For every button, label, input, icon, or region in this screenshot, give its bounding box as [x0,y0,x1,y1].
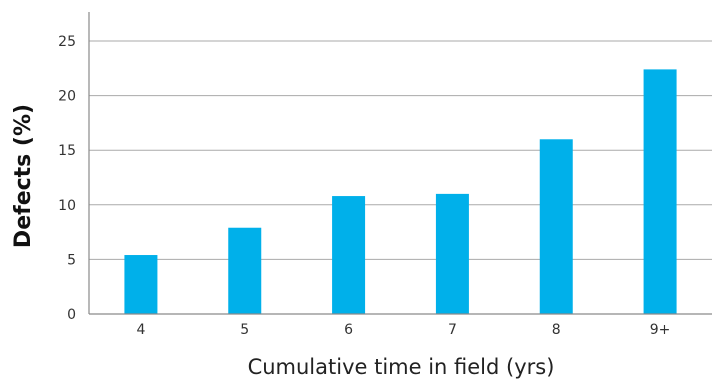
x-axis-title: Cumulative time in field (yrs) [248,355,555,379]
axes [88,12,712,315]
x-tick-label: 7 [448,322,457,338]
gridlines [89,40,712,260]
y-tick-label: 0 [67,307,76,323]
y-tick-label: 20 [58,89,76,105]
y-axis-title: Defects (%) [11,104,36,248]
bar [332,196,366,314]
y-tick-label: 25 [58,34,76,50]
y-tick-label: 15 [58,143,76,159]
y-tick-label: 5 [67,252,76,268]
x-tick-label: 5 [240,322,249,338]
bar [539,139,573,314]
bar [124,255,158,314]
x-tick-label: 4 [136,322,145,338]
bars [124,69,677,314]
y-tick-label: 10 [58,198,76,214]
x-tick-label: 9+ [650,322,671,338]
y-tick-labels: 0 5 10 15 20 25 [58,34,76,323]
x-tick-labels: 4 5 6 7 8 9+ [136,322,670,338]
x-tick-label: 6 [344,322,353,338]
bar [228,227,262,314]
bar [643,69,677,314]
x-tick-label: 8 [552,322,561,338]
bar [435,193,469,314]
